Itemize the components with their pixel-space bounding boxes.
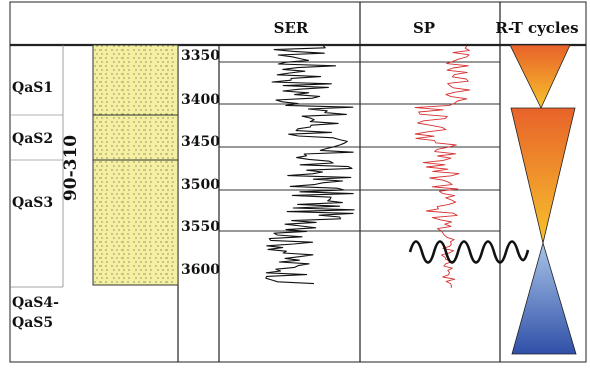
- unit-label-qas1: QaS1: [12, 80, 53, 96]
- header-ser: SER: [274, 19, 309, 37]
- unit-boundaries: [10, 114, 63, 161]
- unconformity-wavy-line: [408, 240, 530, 264]
- ser-curve: [265, 45, 355, 285]
- depth-label-3550: 3550: [181, 219, 220, 235]
- depth-label-3450: 3450: [181, 134, 220, 150]
- regression-triangle-lower: [511, 241, 577, 355]
- transgression-triangle: [510, 107, 576, 244]
- lithology-column: [92, 44, 179, 286]
- depth-label-3350: 3350: [181, 48, 220, 64]
- unit-label-qas2: QaS2: [12, 131, 53, 147]
- header-sp: SP: [413, 19, 435, 37]
- regression-triangle-upper: [509, 44, 571, 109]
- depth-label-3500: 3500: [181, 177, 220, 193]
- depth-label-3600: 3600: [181, 262, 220, 278]
- header-rt-cycles: R-T cycles: [495, 19, 578, 37]
- thickness-label: 90-310: [61, 135, 81, 201]
- unit-label-qas3: QaS3: [12, 195, 53, 211]
- depth-label-3400: 3400: [181, 92, 220, 108]
- unit-label-qas5: QaS5: [12, 315, 53, 331]
- unit-label-qas4: QaS4-: [12, 295, 59, 311]
